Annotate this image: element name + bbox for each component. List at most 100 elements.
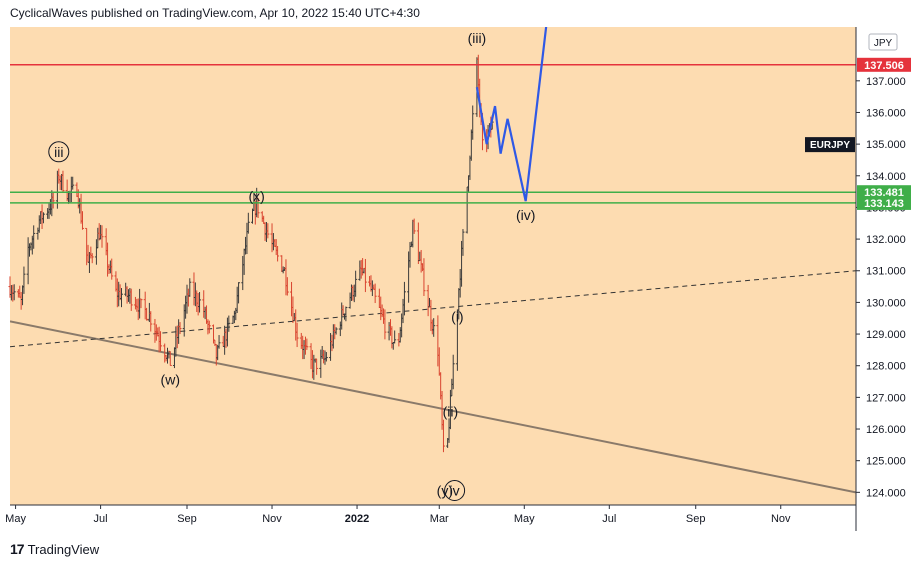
solid-trendline [10,320,856,494]
y-tick-label: 135.000 [866,139,906,151]
ohlc-bar [373,283,377,304]
y-tick-label: 134.000 [866,171,906,183]
ohlc-bar [71,176,75,190]
ohlc-bar [159,331,163,352]
y-tick-label: 137.000 [866,76,906,88]
ohlc-bar [344,306,348,322]
x-tick-label: Nov [771,513,791,525]
time-axis[interactable]: May Jul Sep Nov 2022 Mar May Jul Sep Nov [5,505,791,525]
time-axis-background [10,505,856,531]
wave-label: (iv) [516,207,535,223]
ohlc-bar [422,258,426,296]
ohlc-bar [119,288,123,308]
x-tick-label: Mar [430,513,449,525]
y-tick-label: 131.000 [866,266,906,278]
resistance-price-tag [857,57,911,72]
ohlc-bar [139,298,143,309]
y-tick-label: 125.000 [866,456,906,468]
ohlc-bar [471,105,475,140]
ohlc-bar [129,288,133,311]
y-tick-label: 129.000 [866,329,906,341]
price-axis-background [856,27,924,505]
x-tick-label: May [514,513,535,525]
ohlc-bar [256,197,260,218]
ohlc-bar [432,318,436,337]
currency-label: JPY [874,38,893,49]
ohlc-bar [168,351,172,366]
wave-label: iii [54,144,63,160]
ohlc-bar [41,212,45,224]
ohlc-bar [188,278,192,297]
ohlc-bar [90,253,94,264]
ohlc-bar [451,354,455,390]
wave-labels-layer: iii(x)(w)(iii)(iv)(i)(ii)(y)iv [48,30,535,502]
x-tick-label: Sep [177,513,197,525]
x-tick-label: Nov [262,513,282,525]
ohlc-bar [51,191,55,209]
footer-brand: TradingView [27,541,100,557]
wave-label-circle [444,480,466,502]
ohlc-bar [217,335,221,349]
footer: 17 TradingView [10,541,99,557]
ohlc-bar [285,277,289,296]
ohlc-bar [393,330,397,344]
ohlc-bar [266,223,270,239]
ohlc-bar [295,322,299,348]
symbol-tag [805,137,855,153]
price-axis[interactable]: 124.000 125.000 126.000 127.000 128.000 129.0… [856,33,906,499]
ohlc-bar [22,266,26,294]
wave-label: (i) [451,308,463,324]
ohlc-bar [12,284,16,301]
ohlc-bar [149,311,153,332]
y-tick-label: 124.000 [866,487,906,499]
projection-layer [475,27,548,202]
x-tick-label: Jul [94,513,108,525]
ohlc-bar [178,322,182,335]
wave-label: (iii) [468,30,487,46]
currency-badge [868,33,898,51]
ohlc-bar [80,211,84,230]
ohlc-bar [334,327,338,335]
y-tick-label: 130.000 [866,297,906,309]
x-tick-label: May [5,513,26,525]
y-tick-label: 132.000 [866,234,906,246]
plot-background [10,27,856,505]
x-tick-label: Jul [602,513,616,525]
ohlc-bar [461,229,465,256]
ohlc-bar [305,338,309,350]
elliott-projection-path [475,27,548,202]
ohlc-bar [363,258,367,293]
wave-label: (ii) [443,403,459,419]
ohlc-bar [402,281,406,316]
ohlc-bar [246,212,250,234]
ohlc-bar [198,292,202,313]
chart-attribution: CyclicalWaves published on TradingView.c… [10,6,420,20]
ohlc-bar [441,419,445,453]
support-price-tag [857,185,911,200]
ohlc-bar [383,309,387,340]
ohlc-bars-layer [8,54,494,453]
y-tick-label: 126.000 [866,424,906,436]
ohlc-bar [61,170,65,193]
wave-label: iv [450,483,460,499]
ohlc-bar [324,352,328,362]
support-price-tag-label: 133.143 [864,198,904,210]
wave-label: (x) [249,188,265,204]
horizontal-levels-layer [10,64,856,204]
y-tick-label: 127.000 [866,392,906,404]
y-tick-label: 128.000 [866,361,906,373]
ohlc-bar [237,282,241,304]
dashed-trendline [10,270,856,348]
support-price-tag [857,195,911,210]
wave-label: (w) [161,372,180,388]
wave-label-circle [48,141,70,163]
ohlc-bar [412,218,416,234]
ohlc-bar [207,320,211,334]
trendlines-layer [10,270,856,494]
x-tick-label: Sep [686,513,706,525]
ohlc-bar [32,225,36,249]
x-tick-label: 2022 [345,513,369,525]
